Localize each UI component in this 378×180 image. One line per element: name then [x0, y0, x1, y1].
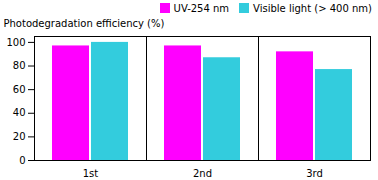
svg-text:40: 40: [13, 107, 26, 118]
svg-text:Photodegradation efficiency (%: Photodegradation efficiency (%): [4, 18, 165, 29]
svg-text:20: 20: [13, 131, 26, 142]
svg-text:100: 100: [6, 37, 25, 48]
svg-text:3rd: 3rd: [306, 168, 323, 179]
html-text:UV-254 nm: UV-254 nm: [173, 2, 230, 14]
html-text:Visible light (> 400 nm): Visible light (> 400 nm): [253, 2, 372, 14]
svg-text:1st: 1st: [83, 168, 99, 179]
svg-text:60: 60: [13, 84, 26, 95]
svg-text:2nd: 2nd: [193, 168, 212, 179]
svg-text:0: 0: [19, 155, 25, 166]
svg-text:80: 80: [13, 60, 26, 71]
